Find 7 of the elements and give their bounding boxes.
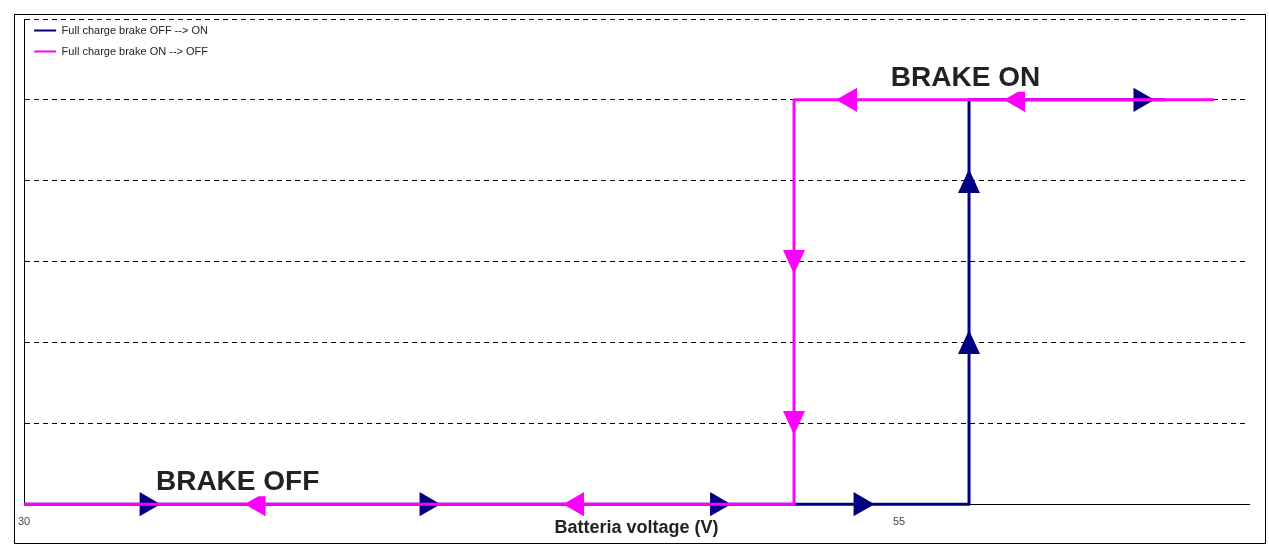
x-tick-label: 55 — [892, 514, 906, 527]
legend-label: Full charge brake OFF --> ON — [61, 23, 209, 36]
x-tick-label: 30 — [17, 514, 31, 527]
x-axis-title: Batteria voltage (V) — [554, 517, 719, 538]
legend-label: Full charge brake ON --> OFF — [61, 44, 209, 57]
annotation: BRAKE ON — [890, 60, 1041, 92]
annotation: BRAKE OFF — [155, 464, 320, 496]
